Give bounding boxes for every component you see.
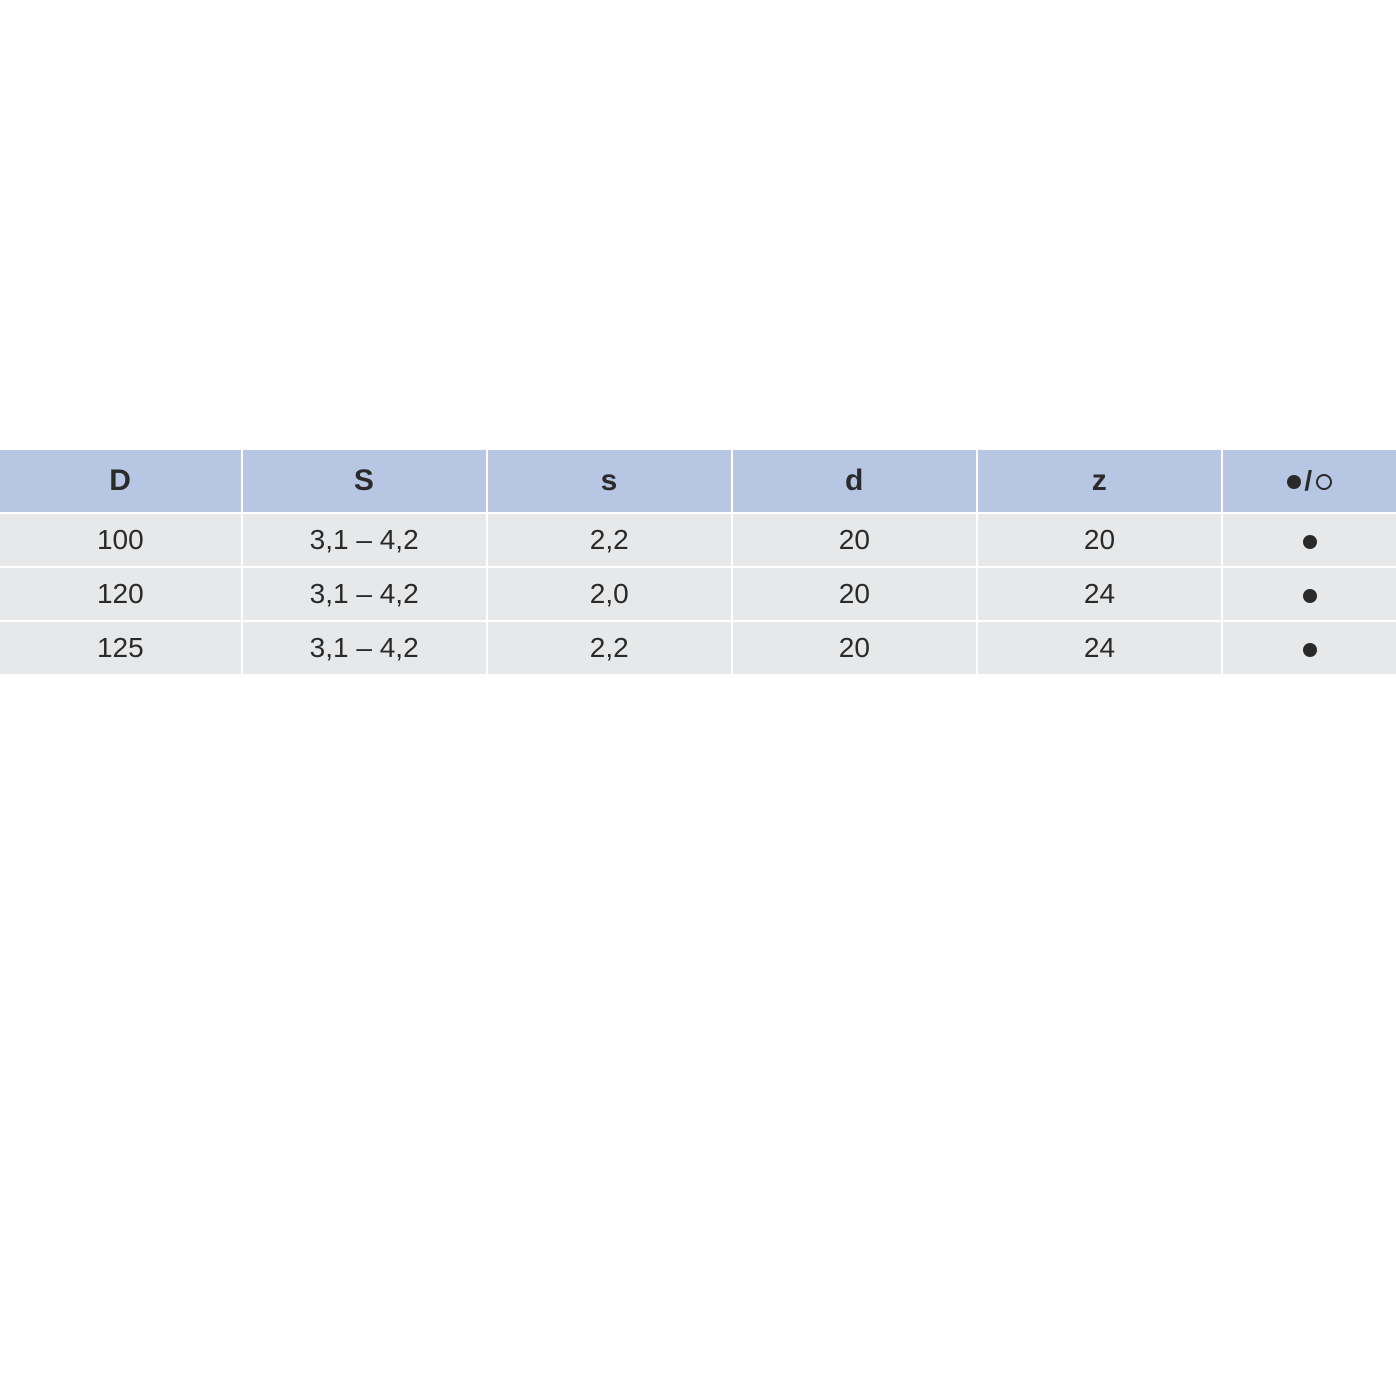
cell-D: 125 <box>0 621 242 674</box>
dot-filled-icon <box>1303 643 1317 657</box>
spec-table: D Ss d z / 100 3,1 – 4,2 2,2 20 20 120 3,1 – 4,2 2,… <box>0 450 1396 674</box>
legend-open-icon <box>1316 474 1332 490</box>
cell-dot <box>1222 567 1396 621</box>
cell-value: 3,1 – 4,2 <box>310 578 419 609</box>
spec-table-container: D Ss d z / 100 3,1 – 4,2 2,2 20 20 120 3,1 – 4,2 2,… <box>0 450 1396 674</box>
cell-D: 120 <box>0 567 242 621</box>
cell-s2: 2,2 <box>487 621 732 674</box>
col-header-label: z <box>1092 464 1108 497</box>
col-header-s2: s <box>487 450 732 513</box>
col-header-S: S <box>242 450 487 513</box>
col-header-label: s <box>601 464 618 497</box>
col-header-label: D <box>109 464 131 497</box>
cell-value: 24 <box>1084 632 1115 663</box>
table-body: 1003,1 – 4,22,220201203,1 – 4,22,0202412… <box>0 513 1396 674</box>
cell-value: 120 <box>97 578 144 609</box>
cell-z: 24 <box>977 567 1222 621</box>
cell-d2: 20 <box>732 513 977 567</box>
table-row: 100 3,1 – 4,2 2,2 20 20 <box>0 513 1396 567</box>
col-header-label: d <box>845 464 864 497</box>
cell-D: 100 <box>0 513 242 567</box>
dot-filled-icon <box>1303 535 1317 549</box>
cell-S: 3,1 – 4,2 <box>242 621 487 674</box>
cell-d2: 20 <box>732 567 977 621</box>
col-header-d2: d <box>732 450 977 513</box>
cell-value: 20 <box>839 578 870 609</box>
col-header-z: z <box>977 450 1222 513</box>
cell-value: 2,0 <box>590 578 629 609</box>
cell-value: 2,2 <box>590 524 629 555</box>
table-row: 120 3,1 – 4,2 2,0 20 24 <box>0 567 1396 621</box>
col-header-D: D <box>0 450 242 513</box>
dot-filled-icon <box>1303 589 1317 603</box>
cell-z: 20 <box>977 513 1222 567</box>
cell-value: 125 <box>97 632 144 663</box>
cell-value: 20 <box>1084 524 1115 555</box>
cell-value: 100 <box>97 524 144 555</box>
col-header-label: S <box>354 464 375 497</box>
legend-slash: / <box>1301 465 1315 496</box>
cell-s2: 2,2 <box>487 513 732 567</box>
cell-dot <box>1222 621 1396 674</box>
legend-filled-icon <box>1287 475 1301 489</box>
cell-value: 24 <box>1084 578 1115 609</box>
cell-s2: 2,0 <box>487 567 732 621</box>
cell-z: 24 <box>977 621 1222 674</box>
cell-value: 2,2 <box>590 632 629 663</box>
table-header-row: D Ss d z / <box>0 450 1396 513</box>
cell-d2: 20 <box>732 621 977 674</box>
cell-S: 3,1 – 4,2 <box>242 513 487 567</box>
cell-dot <box>1222 513 1396 567</box>
cell-value: 3,1 – 4,2 <box>310 524 419 555</box>
cell-S: 3,1 – 4,2 <box>242 567 487 621</box>
table-row: 125 3,1 – 4,2 2,2 20 24 <box>0 621 1396 674</box>
col-header-dot: / <box>1222 450 1396 513</box>
cell-value: 20 <box>839 524 870 555</box>
cell-value: 20 <box>839 632 870 663</box>
cell-value: 3,1 – 4,2 <box>310 632 419 663</box>
